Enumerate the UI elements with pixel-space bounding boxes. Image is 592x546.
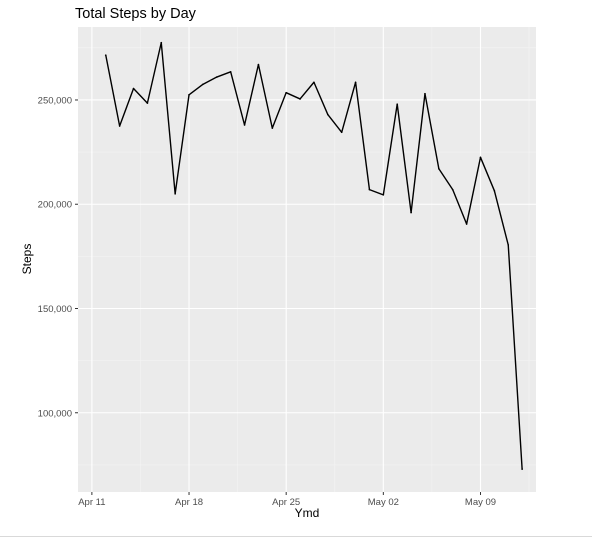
major-gridlines bbox=[78, 27, 536, 492]
data-point bbox=[285, 91, 287, 94]
bottom-border bbox=[0, 536, 592, 537]
data-point bbox=[465, 223, 468, 225]
data-point bbox=[327, 113, 329, 116]
data-point bbox=[340, 131, 343, 134]
data-point bbox=[188, 93, 190, 96]
data-point bbox=[507, 244, 510, 246]
data-point bbox=[118, 125, 121, 127]
data-point bbox=[368, 188, 371, 191]
y-axis-title: Steps bbox=[20, 244, 34, 275]
data-point bbox=[174, 193, 176, 195]
data-point bbox=[243, 124, 246, 126]
data-point bbox=[104, 54, 107, 56]
data-point bbox=[410, 211, 412, 214]
data-point bbox=[438, 167, 440, 170]
y-tick-label: 250,000 bbox=[38, 95, 72, 106]
x-tick-label: Apr 11 bbox=[78, 497, 105, 508]
x-tick-label: Apr 18 bbox=[175, 497, 203, 508]
y-axis: 100,000 150,000 200,000 250,000 bbox=[38, 95, 78, 419]
data-point bbox=[354, 81, 357, 84]
data-point bbox=[146, 102, 149, 104]
data-point bbox=[479, 156, 482, 159]
data-point bbox=[493, 189, 496, 192]
data-point bbox=[299, 98, 301, 100]
chart-title: Total Steps by Day bbox=[75, 6, 197, 22]
data-point bbox=[396, 103, 399, 105]
y-tick-label: 200,000 bbox=[38, 200, 72, 211]
data-point bbox=[424, 92, 426, 95]
y-tick-label: 100,000 bbox=[38, 408, 72, 419]
data-point bbox=[257, 63, 260, 66]
data-point bbox=[160, 41, 163, 44]
x-tick-label: Apr 25 bbox=[272, 497, 300, 508]
x-tick-label: May 02 bbox=[368, 497, 399, 508]
data-point bbox=[382, 194, 385, 196]
x-axis-title: Ymd bbox=[295, 506, 320, 520]
plot-panel bbox=[78, 27, 536, 492]
data-point bbox=[313, 81, 315, 84]
series-layer bbox=[104, 41, 523, 470]
x-tick-label: May 09 bbox=[465, 497, 496, 508]
data-point bbox=[229, 71, 232, 73]
minor-gridlines bbox=[78, 27, 536, 492]
data-point bbox=[271, 127, 274, 129]
data-point bbox=[202, 83, 204, 86]
data-point bbox=[451, 188, 454, 191]
data-point bbox=[521, 468, 523, 470]
y-tick-label: 150,000 bbox=[38, 304, 72, 315]
x-axis: Apr 11 Apr 18 Apr 25 May 02 May 09 bbox=[78, 492, 496, 508]
data-point bbox=[132, 87, 135, 90]
data-point bbox=[215, 76, 218, 78]
